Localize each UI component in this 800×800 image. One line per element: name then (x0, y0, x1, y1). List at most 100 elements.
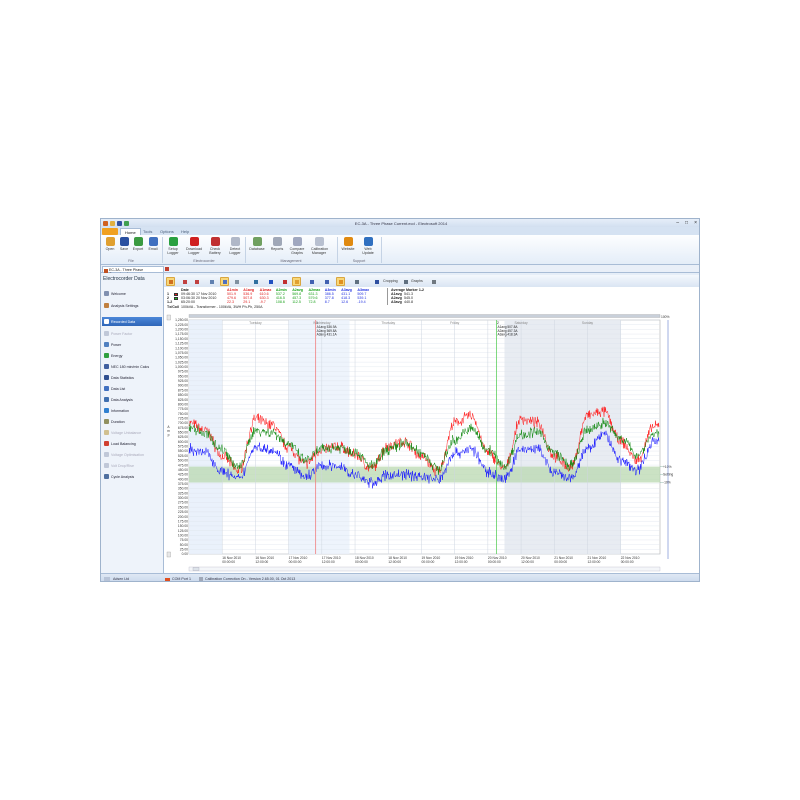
print-icon (432, 279, 436, 284)
sidebar-item-welcome[interactable]: Welcome (102, 289, 162, 298)
sidebar-item-label: Data Statistics (111, 375, 134, 380)
sidebar-item-power[interactable]: Power (102, 340, 162, 349)
y-tick-label: 875.00 (178, 388, 188, 392)
tab-tools[interactable]: Tools (143, 229, 153, 234)
nec-180-min-min-calcs-icon (104, 364, 109, 369)
document-tab[interactable]: EC-3A - Three Phase Current.ecd (102, 266, 164, 276)
tab-help[interactable]: Help (181, 229, 190, 234)
qat-save-icon[interactable] (117, 220, 122, 226)
compare-graphs-button[interactable]: Compare Graphs (289, 237, 305, 255)
export-button[interactable]: Export (130, 237, 146, 251)
cropping-button[interactable] (372, 277, 381, 286)
sidebar-item-data-statistics[interactable]: Data Statistics (102, 373, 162, 382)
y-tick-label: 500.00 (178, 459, 188, 463)
y-tick-label: 925.00 (178, 379, 188, 383)
y-tick-label: 250.00 (178, 505, 188, 509)
app-window: EC-3A - Three Phase Current.ecd - Electr… (100, 218, 700, 582)
zoom-in-button[interactable] (180, 277, 189, 286)
status-user-icon (104, 576, 110, 581)
y-tick-label: 775.00 (178, 407, 188, 411)
marker-pen-button[interactable] (280, 277, 289, 286)
info-icon (269, 279, 273, 284)
average-value: 440.8 (404, 300, 413, 305)
maximize-button[interactable]: □ (684, 220, 688, 226)
file-menu-button[interactable] (102, 228, 118, 235)
zoom-x-button[interactable] (220, 276, 229, 286)
zoom-out-button[interactable] (192, 277, 201, 286)
download-logger-button[interactable]: Download Logger (186, 237, 202, 255)
graphs-button[interactable] (401, 277, 410, 286)
database-button[interactable]: Database (249, 237, 265, 251)
open-button[interactable]: Open (102, 237, 118, 251)
check-battery-button[interactable]: Check Battery (207, 237, 223, 255)
marker-reading: A2avg 457.3A (497, 329, 518, 333)
website-button[interactable]: Website (340, 237, 356, 251)
y-tick-label: 125.00 (178, 529, 188, 533)
x-tick-date: 21 Nov 2010 (587, 556, 606, 560)
column-header-a3max: A3max (357, 288, 370, 292)
series-line-a3 (188, 430, 660, 489)
cell-a1max: 610.6 (259, 292, 269, 296)
y-tick-label: 275.00 (178, 501, 188, 505)
sidebar-item-data-list[interactable]: Data List (102, 384, 162, 393)
sidebar-item-analysis-settings[interactable]: Analysis Settings (102, 301, 162, 310)
vertical-zoom-stepper-bottom[interactable] (166, 551, 171, 558)
minimize-button[interactable]: – (676, 220, 679, 226)
qat-open-icon[interactable] (110, 220, 115, 226)
notes-button[interactable] (292, 276, 301, 286)
horizontal-scrollbar[interactable] (188, 566, 661, 572)
time-overview-bar[interactable] (188, 314, 661, 318)
save-button[interactable]: Save (116, 237, 132, 251)
channel-select-button[interactable] (251, 277, 260, 286)
info-button[interactable] (266, 277, 275, 286)
marker-select-button[interactable] (336, 276, 345, 286)
scrollbar-thumb[interactable] (192, 567, 200, 571)
marker-2-label: 2 (497, 321, 499, 325)
sidebar-item-nec-180-min-min-calcs[interactable]: NEC 180 min/min Calcs (102, 362, 162, 371)
tab-home[interactable]: Home (120, 228, 141, 235)
x-tick-date: 22 Nov 2010 (621, 556, 640, 560)
zoom-y-button[interactable] (232, 277, 241, 286)
graph-options-button[interactable] (352, 277, 361, 286)
sidebar-item-energy[interactable]: Energy (102, 351, 162, 360)
sidebar-item-data-analysis[interactable]: Data Analysis (102, 395, 162, 404)
email-button[interactable]: Email (145, 237, 161, 251)
pan-tool-button[interactable] (166, 276, 175, 286)
current-chart[interactable]: 0.0025.0050.0075.00100.00125.00150.00175… (164, 313, 700, 573)
qat-export-icon[interactable] (124, 220, 129, 226)
mode-button[interactable] (322, 277, 331, 286)
setup-logger-button[interactable]: Setup Logger (165, 237, 181, 255)
calibration-manager-button[interactable]: Calibration Manager (311, 237, 328, 255)
voltage-optimisation-icon (104, 452, 109, 457)
detect-logger-button[interactable]: Detect Logger (227, 237, 243, 255)
vertical-zoom-stepper-top[interactable] (166, 314, 171, 321)
print-button[interactable] (429, 277, 438, 286)
zoom-fit-button[interactable] (207, 277, 216, 286)
column-header-a3min: A3min (324, 288, 336, 292)
sidebar-item-recorded-data[interactable]: Recorded Data (102, 317, 162, 326)
line-style-button[interactable] (307, 277, 316, 286)
sidebar-item-label: Data Analysis (111, 397, 133, 402)
cell-a1avg: 536.9 (243, 292, 253, 296)
zoom-in-icon (183, 279, 187, 284)
average-key: A3avg (391, 300, 402, 305)
tab-options[interactable]: Options (160, 229, 174, 234)
channel-select-icon (254, 279, 258, 284)
sidebar-item-information[interactable]: Information (102, 406, 162, 415)
sidebar-item-load-balancing[interactable]: Load Balancing (102, 439, 162, 448)
title-bar: EC-3A - Three Phase Current.ecd - Electr… (101, 219, 699, 227)
sidebar-item-duration[interactable]: Duration (102, 417, 162, 426)
close-button[interactable]: × (694, 220, 697, 226)
sidebar-item-label: Load Balancing (111, 441, 136, 446)
close-document-icon[interactable] (165, 267, 169, 271)
y-tick-label: 475.00 (178, 463, 188, 467)
power-factor-icon (104, 331, 109, 336)
reports-button[interactable]: Reports (269, 237, 285, 251)
sidebar-item-cycle-analysis[interactable]: Cycle Analysis (102, 472, 162, 481)
y-tick-label: 900.00 (178, 384, 188, 388)
row-date: 65:20:00 (181, 300, 195, 305)
reports-label: Reports (270, 247, 284, 251)
data-analysis-icon (104, 397, 109, 402)
y-tick-label: 375.00 (178, 482, 188, 486)
web-update-button[interactable]: Web Update (360, 237, 376, 255)
